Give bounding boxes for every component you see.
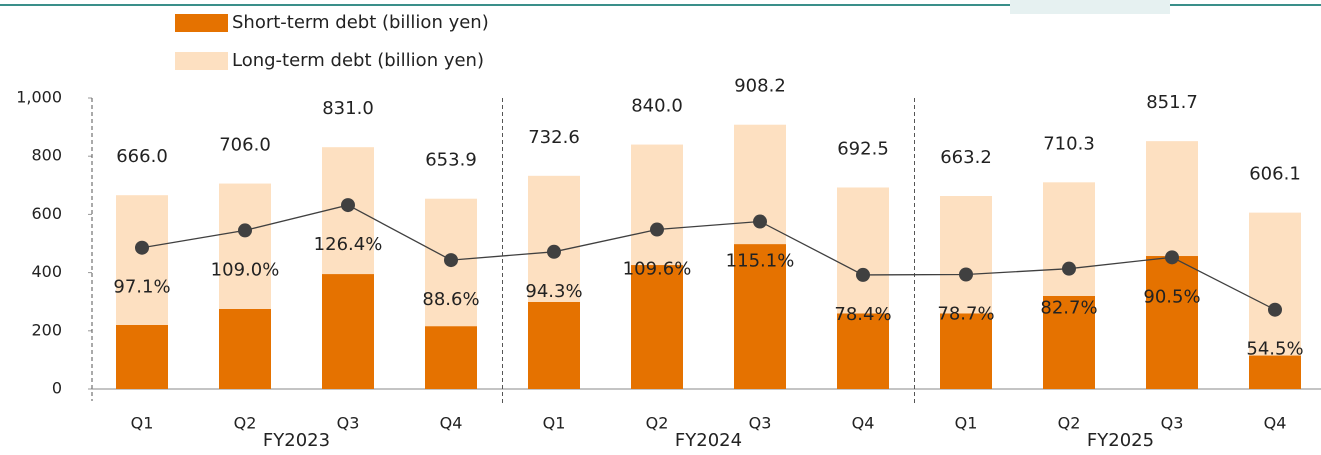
ratio-point	[1165, 250, 1179, 265]
legend-swatch	[175, 14, 228, 32]
bar-segment	[734, 244, 786, 389]
ratio-point	[650, 222, 664, 237]
x-tick-label: Q1	[955, 414, 978, 433]
total-label: 732.6	[528, 127, 580, 148]
bar-segment	[1146, 141, 1198, 257]
bar-segment	[837, 313, 889, 389]
total-label: 606.1	[1249, 164, 1301, 185]
ratio-label: 90.5%	[1143, 286, 1200, 307]
x-tick-label: Q3	[749, 414, 772, 433]
group-label: FY2025	[1087, 430, 1154, 451]
x-tick-label: Q3	[337, 414, 360, 433]
x-tick-label: Q2	[646, 414, 669, 433]
y-tick-label: 800	[31, 146, 62, 165]
bar-segment	[1249, 355, 1301, 389]
ratio-label: 54.5%	[1246, 339, 1303, 360]
bar-segment	[219, 183, 271, 309]
ratio-point	[753, 214, 767, 229]
bar-segment	[219, 308, 271, 389]
legend-swatch	[175, 52, 228, 70]
bar-segment	[528, 175, 580, 302]
bar-segment	[1249, 212, 1301, 356]
total-label: 710.3	[1043, 133, 1095, 154]
ratio-point	[1268, 302, 1282, 317]
y-tick-label: 400	[31, 262, 62, 281]
ratio-point	[1062, 261, 1076, 276]
y-tick-label: 1,000	[16, 88, 62, 107]
total-label: 666.0	[116, 146, 168, 167]
bar-segment	[631, 144, 683, 266]
total-label: 831.0	[322, 98, 374, 119]
total-label: 851.7	[1146, 92, 1198, 113]
ratio-point	[341, 198, 355, 213]
bar-segment	[837, 187, 889, 314]
total-label: 908.2	[734, 76, 786, 97]
legend-label: Long-term debt (billion yen)	[232, 50, 484, 71]
ratio-label: 126.4%	[314, 234, 383, 255]
group-label: FY2024	[675, 430, 742, 451]
x-tick-label: Q4	[440, 414, 463, 433]
group-label: FY2023	[263, 430, 330, 451]
bar-segment	[322, 274, 374, 389]
x-tick-label: Q4	[1264, 414, 1287, 433]
total-label: 840.0	[631, 96, 683, 117]
ratio-label: 94.3%	[525, 281, 582, 302]
bar-segment	[1146, 256, 1198, 389]
total-label: 653.9	[425, 150, 477, 171]
x-tick-label: Q4	[852, 414, 875, 433]
legend-label: Short-term debt (billion yen)	[232, 12, 489, 33]
x-tick-label: Q1	[131, 414, 154, 433]
bar-segment	[116, 324, 168, 389]
ratio-label: 82.7%	[1040, 298, 1097, 319]
bar-segment	[1043, 295, 1095, 389]
bar-segment	[1043, 182, 1095, 296]
ratio-label: 97.1%	[113, 277, 170, 298]
header-tab	[1010, 0, 1170, 14]
ratio-line	[141, 204, 1276, 311]
ratio-point	[238, 223, 252, 238]
bar-segment	[940, 196, 992, 314]
ratio-label: 109.6%	[623, 259, 692, 280]
ratio-point	[856, 267, 870, 282]
bar-segment	[425, 326, 477, 389]
ratio-label: 109.0%	[211, 259, 280, 280]
ratio-label: 115.1%	[726, 251, 795, 272]
y-tick-label: 600	[31, 204, 62, 223]
y-tick-label: 0	[52, 379, 62, 398]
bar-segment	[940, 313, 992, 389]
ratio-point	[959, 267, 973, 282]
x-tick-label: Q2	[234, 414, 257, 433]
ratio-point	[444, 253, 458, 268]
x-tick-label: Q2	[1058, 414, 1081, 433]
ratio-label: 78.4%	[834, 304, 891, 325]
total-label: 663.2	[940, 147, 992, 168]
total-label: 692.5	[837, 138, 889, 159]
bar-segment	[528, 301, 580, 389]
ratio-label: 78.7%	[937, 303, 994, 324]
y-tick-label: 200	[31, 320, 62, 339]
ratio-point	[135, 240, 149, 255]
x-tick-label: Q3	[1161, 414, 1184, 433]
bar-segment	[631, 265, 683, 389]
ratio-point	[547, 244, 561, 259]
x-tick-label: Q1	[543, 414, 566, 433]
ratio-label: 88.6%	[422, 289, 479, 310]
bar-segment	[116, 195, 168, 325]
total-label: 706.0	[219, 135, 271, 156]
